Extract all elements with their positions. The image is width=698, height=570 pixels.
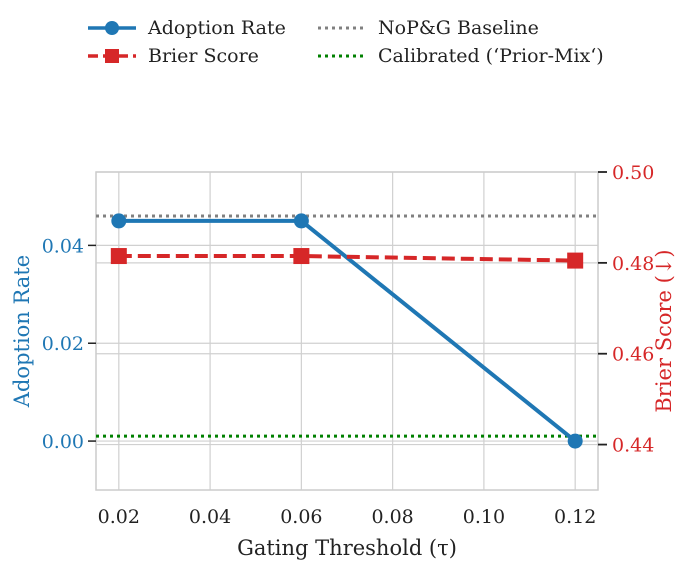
y-right-tick-label: 0.48 (612, 253, 654, 275)
brier-score-point (110, 248, 127, 265)
y-left-tick-label: 0.04 (42, 235, 84, 257)
y-left-tick-label: 0.02 (42, 333, 84, 355)
y-right-tick-label: 0.46 (612, 344, 654, 366)
legend-brier-label: Brier Score (148, 45, 259, 67)
series-group (110, 213, 584, 449)
legend-calibrated-label: Calibrated (‘Prior-Mix‘) (378, 45, 604, 67)
legend-adoption-label: Adoption Rate (147, 17, 286, 39)
x-tick-label: 0.02 (98, 506, 140, 528)
y-right-tick-label: 0.50 (612, 162, 654, 184)
y-axis-right-title: Brier Score (↓) (652, 249, 676, 412)
y-left-tick-label: 0.00 (42, 431, 84, 453)
adoption-rate-point (567, 433, 583, 449)
legend-brier-marker (105, 49, 119, 63)
x-tick-label: 0.06 (280, 506, 322, 528)
y-axis-left-title: Adoption Rate (10, 255, 34, 408)
y-right-tick-label: 0.44 (612, 435, 654, 457)
legend-baseline-label: NoP&G Baseline (378, 17, 539, 39)
x-tick-label: 0.08 (371, 506, 413, 528)
reference-lines (96, 214, 598, 438)
x-axis-title: Gating Threshold (τ) (237, 536, 457, 560)
adoption-rate-line (118, 218, 577, 443)
x-tick-label: 0.12 (554, 506, 596, 528)
legend: Adoption Rate Brier Score NoP&G Baseline… (88, 17, 604, 67)
brier-score-point (293, 248, 310, 265)
legend-adoption-marker (105, 21, 119, 35)
tick-labels: 0.02 0.04 0.06 0.08 0.10 0.12 0.00 0.02 0.04 0.44… (42, 162, 655, 528)
brier-score-point (567, 252, 584, 269)
x-tick-label: 0.04 (189, 506, 231, 528)
x-tick-label: 0.10 (463, 506, 505, 528)
adoption-rate-point (293, 213, 309, 229)
adoption-rate-point (111, 213, 127, 229)
plot-frame (95, 171, 599, 491)
